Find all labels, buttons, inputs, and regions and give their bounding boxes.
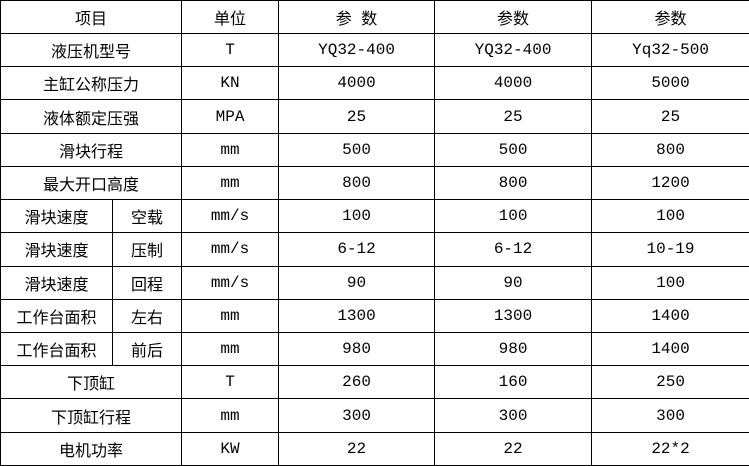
value-cell: 980 — [434, 331, 593, 367]
value-cell: 6-12 — [278, 232, 436, 267]
unit-cell: T — [181, 32, 280, 68]
header-cell-item: 项目 — [0, 0, 183, 34]
table-row: 电机功率 KW 22 22 22*2 — [0, 431, 749, 466]
item-cell: 滑块速度 — [0, 265, 113, 300]
value-cell: 22*2 — [591, 431, 749, 466]
table-row: 滑块速度 压制 mm/s 6-12 6-12 10-19 — [0, 232, 749, 267]
value-cell: 5000 — [591, 66, 749, 101]
value-cell: 100 — [591, 199, 749, 234]
item-cell: 工作台面积 — [0, 298, 113, 333]
header-cell-param-1: 参 数 — [278, 0, 436, 34]
value-cell: 22 — [434, 431, 593, 466]
value-cell: 10-19 — [591, 232, 749, 267]
item-cell: 滑块速度 — [0, 199, 113, 234]
table-row: 滑块行程 mm 500 500 800 — [0, 132, 749, 167]
value-cell: 300 — [434, 398, 593, 433]
value-cell: 100 — [434, 199, 593, 234]
header-row: 项目 单位 参 数 参数 参数 — [0, 0, 749, 34]
item-cell: 电机功率 — [0, 431, 183, 466]
table-row: 滑块速度 回程 mm/s 90 90 100 — [0, 265, 749, 300]
table-row: 最大开口高度 mm 800 800 1200 — [0, 165, 749, 201]
table-row: 主缸公称压力 KN 4000 4000 5000 — [0, 66, 749, 101]
item-cell: 滑块行程 — [0, 132, 183, 167]
table-row: 滑块速度 空载 mm/s 100 100 100 — [0, 199, 749, 234]
header-cell-param-3: 参数 — [591, 0, 749, 34]
sub-item-cell: 压制 — [111, 232, 183, 267]
value-cell: 250 — [591, 365, 749, 400]
unit-cell: KN — [181, 66, 280, 101]
value-cell: 160 — [434, 365, 593, 400]
unit-cell: mm — [181, 398, 280, 433]
value-cell: 25 — [591, 99, 749, 134]
value-cell: 800 — [591, 132, 749, 167]
value-cell: 6-12 — [434, 232, 593, 267]
table-row: 液压机型号 T YQ32-400 YQ32-400 Yq32-500 — [0, 32, 749, 68]
unit-cell: mm/s — [181, 199, 280, 234]
item-cell: 下顶缸 — [0, 365, 183, 400]
value-cell: 300 — [278, 398, 436, 433]
value-cell: 300 — [591, 398, 749, 433]
unit-cell: MPA — [181, 99, 280, 134]
sub-item-cell: 回程 — [111, 265, 183, 300]
value-cell: 90 — [278, 265, 436, 300]
sub-item-cell: 空载 — [111, 199, 183, 234]
item-cell: 主缸公称压力 — [0, 66, 183, 101]
unit-cell: mm/s — [181, 265, 280, 300]
value-cell: YQ32-400 — [278, 32, 436, 68]
item-cell: 液体额定压强 — [0, 99, 183, 134]
value-cell: 25 — [434, 99, 593, 134]
value-cell: 500 — [278, 132, 436, 167]
value-cell: 1400 — [591, 298, 749, 333]
unit-cell: mm — [181, 132, 280, 167]
value-cell: 800 — [278, 165, 436, 201]
sub-item-cell: 前后 — [111, 331, 183, 367]
table-row: 下顶缸 T 260 160 250 — [0, 365, 749, 400]
value-cell: 500 — [434, 132, 593, 167]
value-cell: 1300 — [278, 298, 436, 333]
table-row: 液体额定压强 MPA 25 25 25 — [0, 99, 749, 134]
value-cell: 800 — [434, 165, 593, 201]
value-cell: 4000 — [434, 66, 593, 101]
value-cell: 1200 — [591, 165, 749, 201]
value-cell: 100 — [591, 265, 749, 300]
value-cell: 90 — [434, 265, 593, 300]
unit-cell: mm — [181, 331, 280, 367]
unit-cell: mm/s — [181, 232, 280, 267]
item-cell: 下顶缸行程 — [0, 398, 183, 433]
value-cell: 1400 — [591, 331, 749, 367]
value-cell: 22 — [278, 431, 436, 466]
sub-item-cell: 左右 — [111, 298, 183, 333]
unit-cell: mm — [181, 165, 280, 201]
value-cell: 980 — [278, 331, 436, 367]
value-cell: 260 — [278, 365, 436, 400]
item-cell: 最大开口高度 — [0, 165, 183, 201]
value-cell: 1300 — [434, 298, 593, 333]
value-cell: 100 — [278, 199, 436, 234]
item-cell: 工作台面积 — [0, 331, 113, 367]
table-row: 下顶缸行程 mm 300 300 300 — [0, 398, 749, 433]
value-cell: 4000 — [278, 66, 436, 101]
item-cell: 液压机型号 — [0, 32, 183, 68]
item-cell: 滑块速度 — [0, 232, 113, 267]
table-row: 工作台面积 左右 mm 1300 1300 1400 — [0, 298, 749, 333]
unit-cell: KW — [181, 431, 280, 466]
header-cell-unit: 单位 — [181, 0, 280, 34]
value-cell: YQ32-400 — [434, 32, 593, 68]
unit-cell: T — [181, 365, 280, 400]
value-cell: 25 — [278, 99, 436, 134]
table-row: 工作台面积 前后 mm 980 980 1400 — [0, 331, 749, 367]
value-cell: Yq32-500 — [591, 32, 749, 68]
header-cell-param-2: 参数 — [434, 0, 593, 34]
unit-cell: mm — [181, 298, 280, 333]
